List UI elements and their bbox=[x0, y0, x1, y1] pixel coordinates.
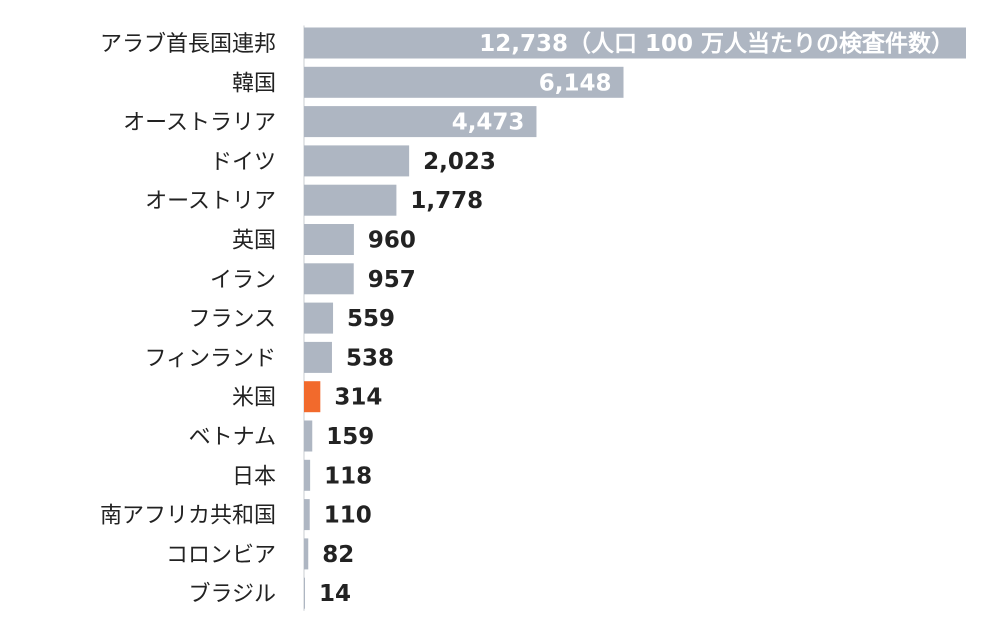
bar-6 bbox=[304, 224, 354, 255]
value-label: 159 bbox=[326, 424, 374, 450]
value-label: 2,023 bbox=[423, 149, 496, 175]
bar-4 bbox=[304, 145, 410, 177]
value-label: 314 bbox=[334, 385, 382, 411]
category-label: ドイツ bbox=[210, 150, 276, 175]
category-label: ブラジル bbox=[188, 582, 276, 607]
category-label: 南アフリカ共和国 bbox=[100, 504, 276, 529]
category-label: 米国 bbox=[232, 386, 276, 411]
category-label: 日本 bbox=[232, 464, 276, 489]
value-label: 4,473 bbox=[452, 110, 525, 136]
category-label: フィンランド bbox=[144, 346, 276, 371]
bar-14 bbox=[304, 538, 309, 570]
value-label: 82 bbox=[322, 542, 354, 568]
category-label: オーストラリア bbox=[123, 111, 276, 136]
bar-8 bbox=[304, 302, 334, 334]
value-label: 957 bbox=[368, 267, 416, 293]
bar-5 bbox=[304, 184, 397, 216]
value-label: 1,778 bbox=[410, 188, 483, 214]
bar-13 bbox=[304, 499, 310, 531]
category-label: オーストリア bbox=[145, 189, 276, 214]
value-label: 960 bbox=[368, 228, 416, 254]
value-label: 118 bbox=[324, 463, 372, 489]
bar-12 bbox=[304, 459, 311, 491]
bar-10 bbox=[304, 381, 321, 413]
bar-9 bbox=[304, 341, 332, 373]
value-label: 110 bbox=[324, 503, 372, 529]
bar-1 bbox=[304, 27, 966, 59]
value-label: 12,738（人口 100 万人当たりの検査件数） bbox=[479, 30, 954, 57]
bar-3 bbox=[304, 106, 537, 138]
bar-11 bbox=[304, 420, 313, 452]
value-label: 559 bbox=[347, 306, 395, 332]
bar-15 bbox=[304, 577, 305, 609]
value-label: 6,148 bbox=[539, 70, 612, 96]
category-label: ベトナム bbox=[189, 425, 276, 450]
category-label: 英国 bbox=[232, 229, 276, 254]
category-label: コロンビア bbox=[166, 543, 276, 568]
category-label: アラブ首長国連邦 bbox=[100, 32, 276, 57]
category-label: イラン bbox=[210, 268, 276, 293]
value-label: 14 bbox=[319, 581, 351, 607]
bar-2 bbox=[304, 66, 624, 98]
bar-7 bbox=[304, 263, 354, 295]
value-label: 538 bbox=[346, 345, 394, 371]
category-label: 韓国 bbox=[232, 71, 276, 96]
category-label: フランス bbox=[188, 307, 276, 332]
